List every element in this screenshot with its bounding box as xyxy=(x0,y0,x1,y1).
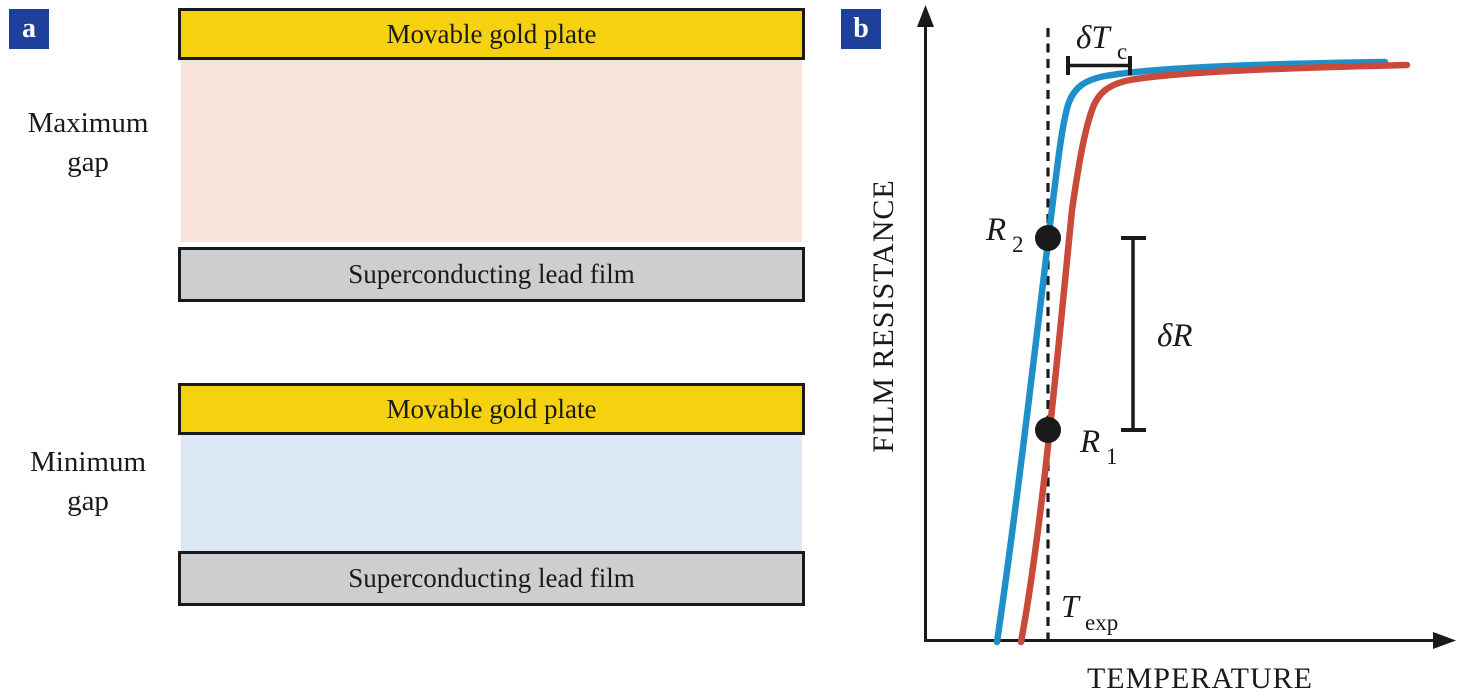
x-axis-arrow-icon xyxy=(1433,632,1456,649)
gold-plate-top-label: Movable gold plate xyxy=(386,18,597,49)
minimum-gap-label: Minimum gap xyxy=(0,443,176,521)
x-axis-label: TEMPERATURE xyxy=(1087,662,1313,695)
lead-film-bottom: Superconducting lead film xyxy=(178,551,805,606)
blue-resistance-curve xyxy=(993,58,1389,646)
maximum-gap-label-line1: Maximum xyxy=(27,107,149,139)
maximum-gap-label-line2: gap xyxy=(67,146,109,179)
t-exp-label: T xyxy=(1061,588,1081,624)
r2-label: R xyxy=(985,212,1006,248)
delta-tc-bracket xyxy=(1066,56,1132,75)
lead-film-bottom-label: Superconducting lead film xyxy=(348,563,635,593)
minimum-gap-label-line1: Minimum xyxy=(29,446,146,478)
gold-plate-top: Movable gold plate xyxy=(178,8,805,60)
panel-a-label: a xyxy=(9,9,49,49)
delta-r-label: δR xyxy=(1157,318,1193,354)
maximum-gap-region xyxy=(181,60,802,242)
r1-label: R xyxy=(1079,424,1100,460)
r2-subscript: 2 xyxy=(1012,232,1024,257)
lead-film-top: Superconducting lead film xyxy=(178,247,805,302)
maximum-gap-label: Maximum gap xyxy=(0,104,176,182)
delta-tc-label: δT xyxy=(1076,20,1112,56)
resistance-temperature-plot: δT c R 2 δR R 1 T exp FILM RESISTANCE TE… xyxy=(867,5,1456,695)
delta-tc-subscript: c xyxy=(1117,39,1127,64)
gold-plate-bottom-label: Movable gold plate xyxy=(386,393,597,424)
panel-b-label: b xyxy=(841,9,881,49)
y-axis-label: FILM RESISTANCE xyxy=(867,179,900,452)
minimum-gap-label-line2: gap xyxy=(67,485,109,518)
r1-data-point xyxy=(1035,417,1061,443)
r1-subscript: 1 xyxy=(1106,444,1118,469)
delta-r-bracket xyxy=(1121,236,1146,432)
lead-film-top-label: Superconducting lead film xyxy=(348,259,635,289)
r2-data-point xyxy=(1035,225,1061,251)
y-axis-arrow-icon xyxy=(917,5,934,27)
gold-plate-bottom: Movable gold plate xyxy=(178,383,805,435)
red-resistance-curve xyxy=(1017,61,1411,646)
minimum-gap-region xyxy=(181,435,802,551)
t-exp-subscript: exp xyxy=(1085,610,1118,635)
